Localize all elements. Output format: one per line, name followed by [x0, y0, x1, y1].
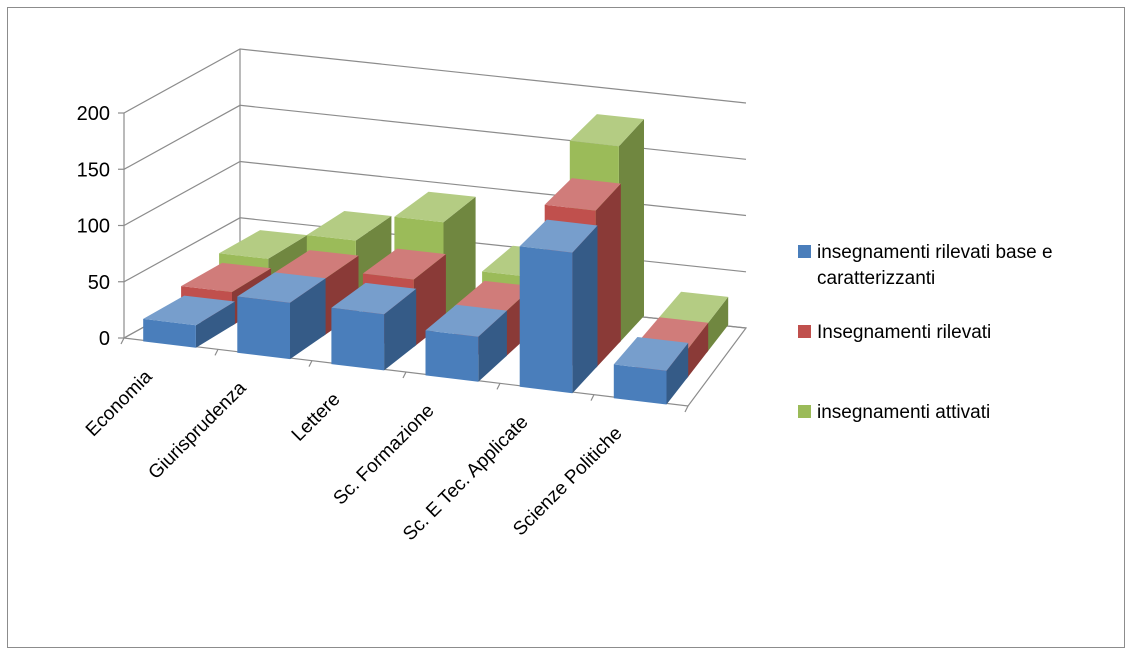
bar-side	[443, 196, 476, 324]
bar-top	[362, 248, 446, 280]
y-tick-label: 200	[77, 103, 110, 125]
bar-side	[595, 183, 621, 369]
bar-side	[686, 322, 709, 379]
legend-item-series-1: insegnamenti rilevati base e caratterizz…	[798, 240, 1117, 292]
bar-top	[181, 262, 272, 292]
bar-1-giurisprudenza	[237, 272, 326, 360]
legend-swatch-blue	[798, 245, 811, 258]
bar-top	[657, 291, 729, 325]
category-label: Scienze Politiche	[509, 423, 626, 540]
category-label: Lettere	[288, 389, 345, 446]
y-tick-label: 50	[88, 272, 110, 294]
x-tick-mark	[120, 337, 125, 345]
bar-side	[384, 288, 417, 371]
bar-1-sc-e-tec-applicate	[519, 219, 598, 394]
bar-top	[219, 230, 308, 259]
bar-top	[569, 114, 644, 147]
y-tick-label: 0	[99, 328, 110, 350]
legend-label: insegnamenti attivati	[817, 402, 991, 423]
bar-1-lettere	[331, 282, 417, 371]
bar-front	[237, 296, 290, 360]
bar-1-economia	[143, 295, 235, 348]
chart-frame: 0 50 100 150 200 Economia Giurisprudenza Lette…	[7, 7, 1125, 648]
gridline	[123, 48, 747, 114]
bar-top	[453, 280, 534, 313]
bar-top	[425, 304, 507, 337]
bar-front	[331, 307, 385, 371]
bar-1-scienze-politiche	[613, 337, 689, 405]
x-tick-mark	[402, 371, 407, 379]
y-tick-labels: 0 50 100 150 200	[77, 103, 110, 350]
bar-top	[394, 191, 476, 223]
bar-side	[706, 296, 729, 353]
bar-side	[618, 119, 644, 344]
bar-top	[519, 219, 598, 253]
bar-front	[143, 318, 196, 348]
bar-side	[572, 225, 598, 394]
bar-top	[306, 211, 392, 241]
x-tick-mark	[590, 394, 595, 401]
bar-side	[195, 301, 235, 348]
category-label: Giurisprudenza	[145, 377, 251, 483]
bar-front	[613, 364, 667, 405]
legend-item-series-3: insegnamenti attivati	[798, 400, 990, 426]
bar-front	[425, 330, 479, 382]
legend-swatch-green	[798, 405, 811, 418]
x-tick-mark	[496, 383, 501, 390]
bar-top	[544, 178, 621, 211]
bar-top	[331, 282, 417, 315]
gridline	[123, 104, 747, 170]
bar-top	[237, 272, 326, 303]
bars-group	[143, 114, 729, 405]
legend-label: insegnamenti rilevati base e caratterizz…	[817, 242, 1053, 289]
bar-1-sc-formazione	[425, 304, 507, 382]
category-label: Sc. Formazione	[330, 400, 439, 509]
bar-side	[478, 310, 507, 382]
y-tick-label: 100	[77, 216, 110, 238]
x-tick-mark	[684, 405, 689, 413]
category-label: Economia	[82, 366, 157, 441]
x-tick-mark	[308, 360, 313, 367]
bar-top	[143, 295, 235, 326]
x-tick-mark	[214, 349, 219, 356]
bar-side	[290, 278, 326, 360]
legend-label: Insegnamenti rilevati	[817, 322, 992, 343]
y-tick-label: 150	[77, 159, 110, 181]
bar-top	[272, 250, 359, 281]
legend-swatch-red	[798, 325, 811, 338]
bar-top	[613, 337, 689, 371]
legend-item-series-2: Insegnamenti rilevati	[798, 320, 991, 346]
bar-side	[666, 342, 689, 405]
bar-front	[519, 246, 573, 394]
